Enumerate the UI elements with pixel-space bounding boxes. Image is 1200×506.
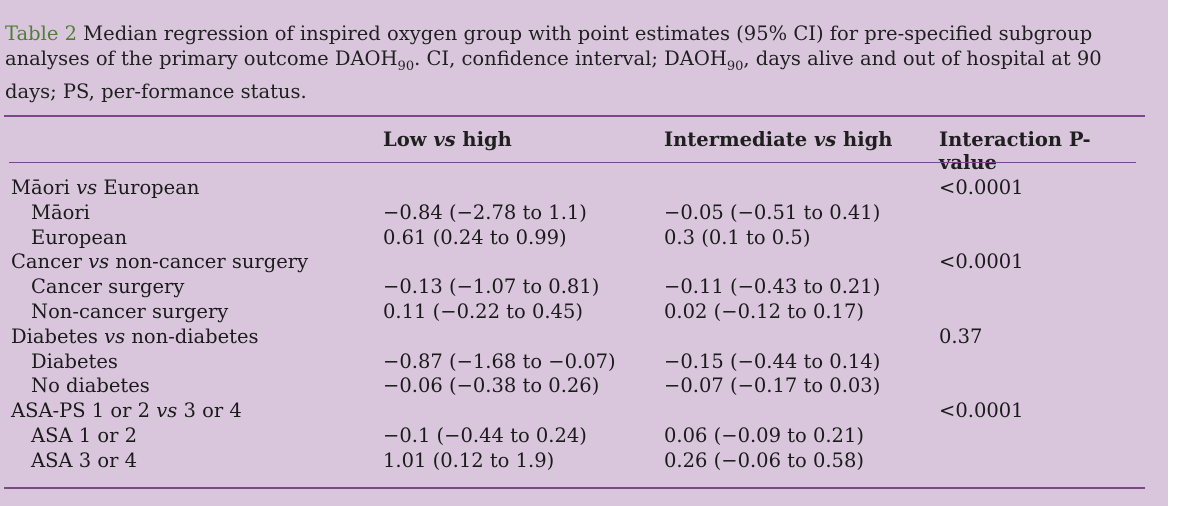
row-label: Māori	[31, 200, 90, 224]
row-label: ASA 1 or 2	[31, 424, 137, 447]
low-vs-high-estimate: 0.11 (−0.22 to 0.45)	[383, 300, 583, 323]
intermediate-vs-high-estimate: 0.02 (−0.12 to 0.17)	[664, 300, 864, 323]
intermediate-vs-high-estimate: 0.06 (−0.09 to 0.21)	[664, 424, 864, 447]
table-row: ASA 3 or 4 1.01 (0.12 to 1.9) 0.26 (−0.06 …	[4, 448, 1145, 473]
row-label: Cancer surgery	[31, 275, 185, 299]
row-label: Diabetes	[31, 349, 118, 373]
header-rule	[9, 162, 1136, 163]
row-label: ASA-PS 1 or 2 vs 3 or 4	[11, 399, 242, 423]
table-row: European 0.61 (0.24 to 0.99) 0.3 (0.1 to 0…	[4, 225, 1145, 250]
caption-label: Table 2	[5, 22, 77, 45]
interaction-p-value: 0.37	[939, 324, 983, 348]
low-vs-high-estimate: −0.06 (−0.38 to 0.26)	[383, 374, 600, 398]
low-vs-high-estimate: −0.13 (−1.07 to 0.81)	[383, 275, 600, 299]
intermediate-vs-high-estimate: 0.3 (0.1 to 0.5)	[664, 225, 811, 249]
caption-text: Median regression of inspired oxygen gro…	[5, 22, 1093, 70]
table-group-row: Māori vs European <0.0001	[4, 175, 1145, 200]
intermediate-vs-high-estimate: 0.26 (−0.06 to 0.58)	[664, 448, 864, 472]
row-label: Diabetes vs non-diabetes	[11, 324, 259, 348]
table-row: No diabetes −0.06 (−0.38 to 0.26) −0.07 (−…	[4, 373, 1145, 398]
row-label: Cancer vs non-cancer surgery	[11, 250, 309, 274]
right-margin	[1168, 0, 1200, 506]
table-group-row: Cancer vs non-cancer surgery <0.0001	[4, 249, 1145, 274]
table-group-row: ASA-PS 1 or 2 vs 3 or 4 <0.0001	[4, 398, 1145, 423]
intermediate-vs-high-estimate: −0.05 (−0.51 to 0.41)	[664, 200, 881, 224]
table-caption: Table 2 Median regression of inspired ox…	[5, 21, 1155, 104]
low-vs-high-estimate: 1.01 (0.12 to 1.9)	[383, 448, 555, 472]
low-vs-high-estimate: 0.61 (0.24 to 0.99)	[383, 225, 567, 249]
row-label: ASA 3 or 4	[31, 448, 137, 472]
caption-text-3: , days alive and out of hospital at 90 d…	[5, 47, 1102, 103]
table-row: Non-cancer surgery 0.11 (−0.22 to 0.45) 0.…	[4, 299, 1145, 324]
table-row: Diabetes −0.87 (−1.68 to −0.07) −0.15 (−0.…	[4, 349, 1145, 374]
intermediate-vs-high-estimate: −0.15 (−0.44 to 0.14)	[664, 349, 881, 373]
low-vs-high-estimate: −0.1 (−0.44 to 0.24)	[383, 424, 587, 447]
low-vs-high-estimate: −0.87 (−1.68 to −0.07)	[383, 349, 616, 373]
low-vs-high-estimate: −0.84 (−2.78 to 1.1)	[383, 200, 587, 224]
caption-text-2: . CI, confidence interval; DAOH	[414, 47, 727, 70]
intermediate-vs-high-estimate: −0.11 (−0.43 to 0.21)	[664, 275, 881, 299]
header-interaction-p: Interaction P-value	[939, 128, 1091, 174]
results-table: Low vs high Intermediate vs high Interac…	[4, 115, 1145, 489]
caption-subscript-1: 90	[397, 58, 415, 74]
table-row: Māori −0.84 (−2.78 to 1.1) −0.05 (−0.51 to…	[4, 200, 1145, 225]
header-low-vs-high: Low vs high	[383, 128, 512, 151]
interaction-p-value: <0.0001	[939, 176, 1024, 199]
row-label: Non-cancer surgery	[31, 300, 229, 323]
interaction-p-value: <0.0001	[939, 399, 1024, 423]
intermediate-vs-high-estimate: −0.07 (−0.17 to 0.03)	[664, 374, 881, 398]
table-row: Cancer surgery −0.13 (−1.07 to 0.81) −0.11…	[4, 274, 1145, 299]
table-panel: Table 2 Median regression of inspired ox…	[0, 0, 1168, 506]
row-label: No diabetes	[31, 374, 150, 398]
row-label: Māori vs European	[11, 176, 200, 199]
table-group-row: Diabetes vs non-diabetes 0.37	[4, 324, 1145, 349]
header-intermediate-vs-high: Intermediate vs high	[664, 128, 893, 151]
table-row: ASA 1 or 2 −0.1 (−0.44 to 0.24) 0.06 (−0.0…	[4, 423, 1145, 448]
row-label: European	[31, 225, 128, 249]
caption-subscript-2: 90	[726, 58, 744, 74]
interaction-p-value: <0.0001	[939, 250, 1024, 274]
